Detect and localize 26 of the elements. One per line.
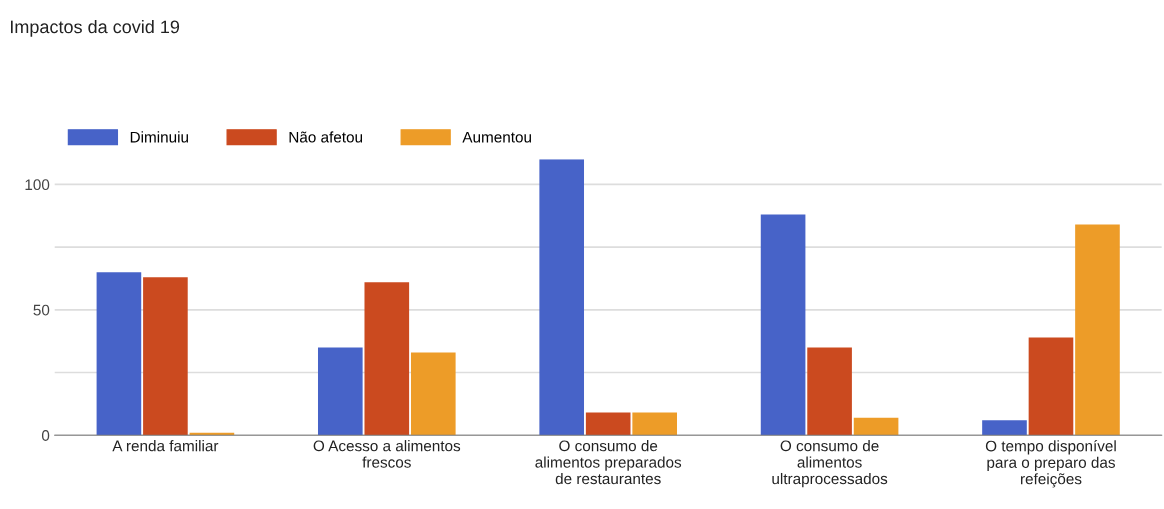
x-tick-label: A renda familiar	[112, 440, 219, 452]
y-tick-label: 0	[41, 430, 50, 441]
bar	[585, 412, 631, 436]
bar	[539, 159, 585, 436]
bar	[364, 282, 410, 436]
bar	[96, 272, 142, 436]
bar	[410, 352, 456, 436]
y-tick-label: 50	[33, 304, 50, 316]
chart-title: Impactos da covid 19	[10, 20, 180, 37]
bar	[853, 417, 899, 436]
legend-label: Aumentou	[462, 131, 531, 143]
x-tick-label: O consumo de alimentos ultraprocessados	[772, 440, 888, 488]
legend-label: Diminuiu	[130, 131, 188, 143]
bar	[760, 214, 806, 436]
y-tick-label: 100	[25, 179, 50, 191]
legend-label: Não afetou	[289, 131, 363, 143]
bar	[807, 347, 852, 436]
x-tick-label: O tempo disponível para o preparo das refeições	[985, 440, 1116, 488]
bar	[632, 412, 677, 436]
bar	[1075, 224, 1120, 436]
x-tick-label: O consumo de alimentos preparados de restaurantes	[535, 440, 682, 485]
x-tick-label: O Acesso a alimentos frescos	[313, 440, 461, 468]
bar	[317, 347, 363, 436]
bar	[1028, 337, 1074, 436]
bar	[143, 277, 188, 436]
bar	[982, 420, 1027, 436]
